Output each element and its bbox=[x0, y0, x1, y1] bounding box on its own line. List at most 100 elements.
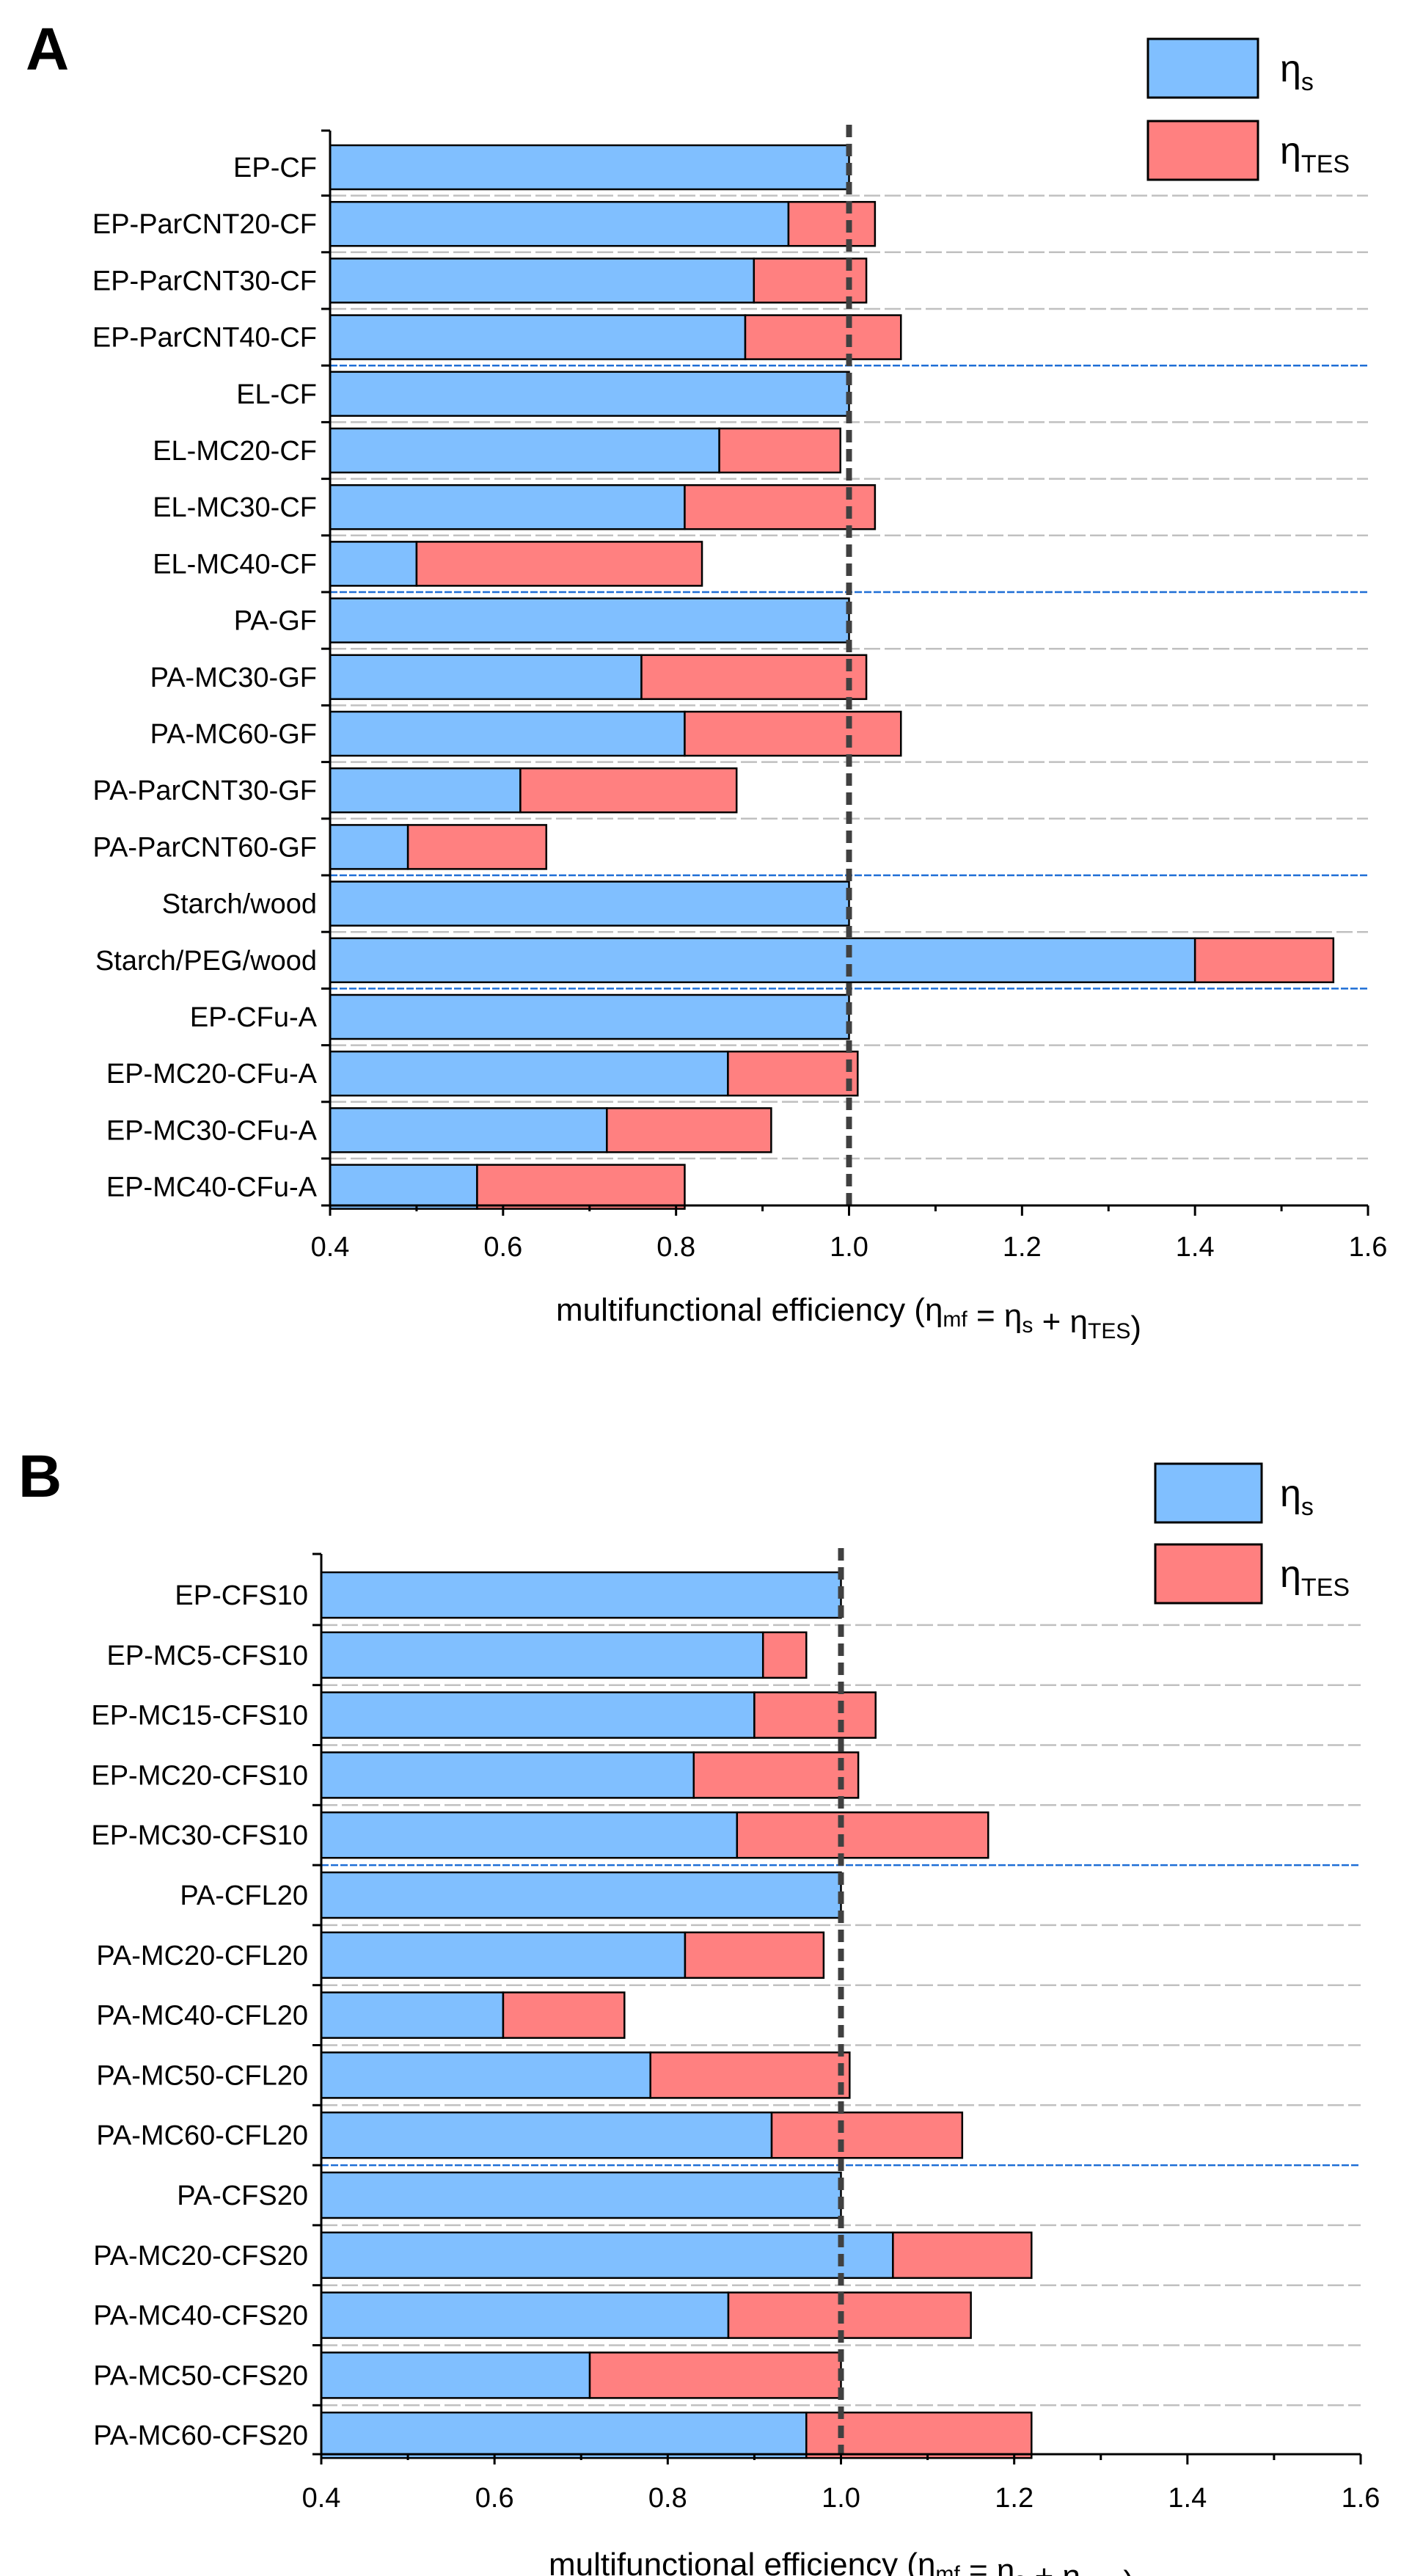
bar-eta-s bbox=[320, 2351, 591, 2399]
bar-eta-tes bbox=[502, 1991, 626, 2039]
bar-eta-tes bbox=[727, 2291, 972, 2339]
category-label: EP-MC30-CFu-A bbox=[106, 1115, 318, 1146]
bar-eta-tes bbox=[727, 1050, 859, 1097]
panel-letter-a: A bbox=[26, 16, 69, 83]
category-label: EP-CFS10 bbox=[175, 1580, 308, 1611]
bar-eta-tes bbox=[684, 710, 902, 757]
category-label: Starch/PEG/wood bbox=[95, 946, 317, 977]
category-label: PA-GF bbox=[234, 606, 317, 637]
x-axis-title: multifunctional efficiency (ηmf = ηs + η… bbox=[549, 2547, 1134, 2576]
bar-eta-tes bbox=[770, 2111, 964, 2159]
bar-eta-tes bbox=[684, 484, 877, 530]
bar-eta-s bbox=[329, 314, 747, 360]
category-label: EP-MC40-CFu-A bbox=[106, 1172, 318, 1203]
category-label: PA-CFL20 bbox=[180, 1880, 308, 1911]
bar-eta-s bbox=[320, 1811, 739, 1859]
category-label: PA-ParCNT30-GF bbox=[93, 776, 317, 806]
x-tick-label: 1.2 bbox=[995, 2483, 1034, 2514]
bar-eta-s bbox=[329, 993, 850, 1040]
category-label: EL-MC30-CF bbox=[153, 492, 317, 523]
x-tick-label: 1.6 bbox=[1349, 1232, 1388, 1263]
category-label: PA-CFS20 bbox=[177, 2181, 308, 2211]
category-label: PA-MC60-CFL20 bbox=[96, 2120, 308, 2151]
bar-eta-s bbox=[320, 1691, 756, 1739]
bar-eta-tes bbox=[787, 200, 877, 247]
legend-label-eta-s: ηs bbox=[1280, 48, 1314, 96]
bar-eta-tes bbox=[1193, 937, 1335, 984]
bar-eta-tes bbox=[718, 427, 841, 474]
bar-eta-tes bbox=[892, 2231, 1033, 2280]
bar-eta-s bbox=[320, 1751, 695, 1799]
bar-eta-s bbox=[329, 767, 522, 814]
legend-swatch-eta-s bbox=[1154, 1462, 1263, 1524]
bar-eta-tes bbox=[744, 314, 902, 360]
bar-eta-s bbox=[329, 880, 850, 927]
panel-letter-b: B bbox=[18, 1443, 62, 1510]
bar-eta-s bbox=[329, 824, 409, 870]
category-label: EL-MC40-CF bbox=[153, 549, 317, 580]
bar-eta-s bbox=[329, 1050, 729, 1097]
category-label: PA-MC40-CFL20 bbox=[96, 2001, 308, 2032]
x-tick-label: 0.6 bbox=[475, 2483, 514, 2514]
category-label: EL-MC20-CF bbox=[153, 436, 317, 467]
bar-eta-s bbox=[320, 2051, 651, 2099]
x-tick-label: 1.0 bbox=[822, 2483, 860, 2514]
x-tick-label: 0.8 bbox=[648, 2483, 687, 2514]
category-label: EP-CFu-A bbox=[190, 1002, 318, 1033]
category-label: PA-MC50-CFS20 bbox=[93, 2360, 308, 2391]
bar-eta-s bbox=[329, 541, 418, 587]
category-label: EP-MC20-CFu-A bbox=[106, 1059, 318, 1090]
panel-b-chart: B EP-CFS10 EP-MC5-CFS10 EP-MC15-CFS10 EP-MC2… bbox=[18, 1443, 1380, 2576]
bar-eta-tes bbox=[406, 824, 548, 870]
x-tick-label: 0.8 bbox=[656, 1232, 695, 1263]
bar-eta-s bbox=[320, 1931, 687, 1980]
x-tick-label: 1.6 bbox=[1342, 2483, 1380, 2514]
legend-label-eta-s: ηs bbox=[1280, 1473, 1314, 1521]
bar-eta-s bbox=[320, 2171, 842, 2219]
x-tick-label: 0.6 bbox=[483, 1232, 522, 1263]
bar-eta-tes bbox=[684, 1931, 825, 1980]
legend-swatch-eta-tes bbox=[1154, 1543, 1263, 1605]
bar-eta-tes bbox=[692, 1751, 860, 1799]
category-label: PA-MC20-CFL20 bbox=[96, 1941, 308, 1971]
bar-eta-s bbox=[329, 427, 720, 474]
category-label: EL-CF bbox=[236, 379, 317, 410]
bar-eta-tes bbox=[606, 1107, 772, 1153]
bar-eta-s bbox=[329, 484, 686, 530]
x-tick-label: 1.4 bbox=[1168, 2483, 1207, 2514]
bar-eta-tes bbox=[761, 1631, 808, 1679]
bar-eta-s bbox=[329, 654, 643, 701]
category-label: PA-MC50-CFL20 bbox=[96, 2060, 308, 2091]
bar-eta-s bbox=[329, 1107, 608, 1153]
category-label: EP-CF bbox=[233, 153, 317, 183]
bar-eta-tes bbox=[753, 1691, 877, 1739]
category-label: EP-MC20-CFS10 bbox=[91, 1760, 308, 1791]
bar-eta-s bbox=[329, 258, 756, 304]
bar-eta-tes bbox=[415, 541, 703, 587]
bar-eta-s bbox=[320, 2291, 730, 2339]
bar-eta-tes bbox=[588, 2351, 842, 2399]
bar-eta-s bbox=[329, 200, 790, 247]
bar-eta-s bbox=[329, 144, 850, 191]
category-label: PA-MC30-GF bbox=[150, 663, 317, 693]
legend-label-eta-tes: ηTES bbox=[1280, 130, 1350, 178]
bar-eta-tes bbox=[736, 1811, 990, 1859]
bar-eta-s bbox=[320, 2231, 894, 2280]
bar-eta-tes bbox=[640, 654, 868, 701]
bar-eta-s bbox=[329, 937, 1196, 984]
bar-eta-tes bbox=[476, 1164, 686, 1210]
x-tick-label: 1.2 bbox=[1003, 1232, 1042, 1263]
x-tick-label: 1.4 bbox=[1176, 1232, 1215, 1263]
bar-eta-s bbox=[329, 710, 686, 757]
bar-eta-s bbox=[329, 1164, 478, 1210]
bar-eta-s bbox=[329, 597, 850, 643]
bar-eta-tes bbox=[649, 2051, 851, 2099]
bar-eta-tes bbox=[519, 767, 738, 814]
category-label: EP-ParCNT20-CF bbox=[92, 209, 317, 240]
category-label: EP-MC15-CFS10 bbox=[91, 1701, 308, 1732]
legend-swatch-eta-s bbox=[1146, 37, 1259, 99]
x-tick-label: 0.4 bbox=[302, 2483, 341, 2514]
bar-eta-s bbox=[320, 1571, 842, 1619]
legend-swatch-eta-tes bbox=[1146, 120, 1259, 181]
